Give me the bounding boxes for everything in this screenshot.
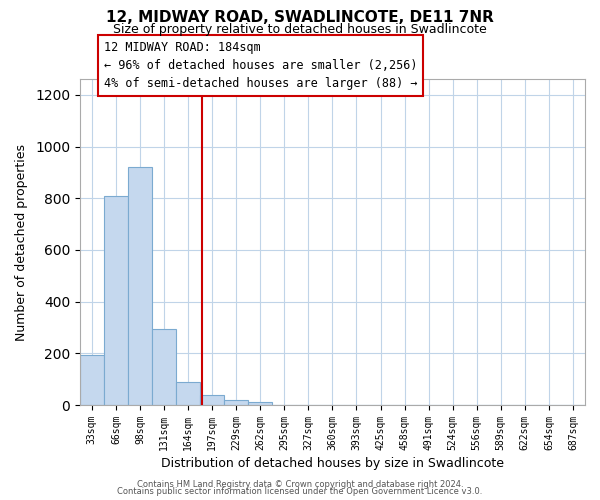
Bar xyxy=(128,167,152,405)
X-axis label: Distribution of detached houses by size in Swadlincote: Distribution of detached houses by size … xyxy=(161,457,504,470)
Text: 12, MIDWAY ROAD, SWADLINCOTE, DE11 7NR: 12, MIDWAY ROAD, SWADLINCOTE, DE11 7NR xyxy=(106,10,494,25)
Text: Size of property relative to detached houses in Swadlincote: Size of property relative to detached ho… xyxy=(113,22,487,36)
Bar xyxy=(80,354,104,405)
Bar xyxy=(176,382,200,405)
Text: Contains HM Land Registry data © Crown copyright and database right 2024.: Contains HM Land Registry data © Crown c… xyxy=(137,480,463,489)
Bar xyxy=(224,400,248,405)
Bar xyxy=(152,329,176,405)
Text: Contains public sector information licensed under the Open Government Licence v3: Contains public sector information licen… xyxy=(118,488,482,496)
Bar xyxy=(104,196,128,405)
Y-axis label: Number of detached properties: Number of detached properties xyxy=(15,144,28,340)
Bar xyxy=(248,402,272,405)
Bar xyxy=(200,394,224,405)
Text: 12 MIDWAY ROAD: 184sqm
← 96% of detached houses are smaller (2,256)
4% of semi-d: 12 MIDWAY ROAD: 184sqm ← 96% of detached… xyxy=(104,40,418,90)
